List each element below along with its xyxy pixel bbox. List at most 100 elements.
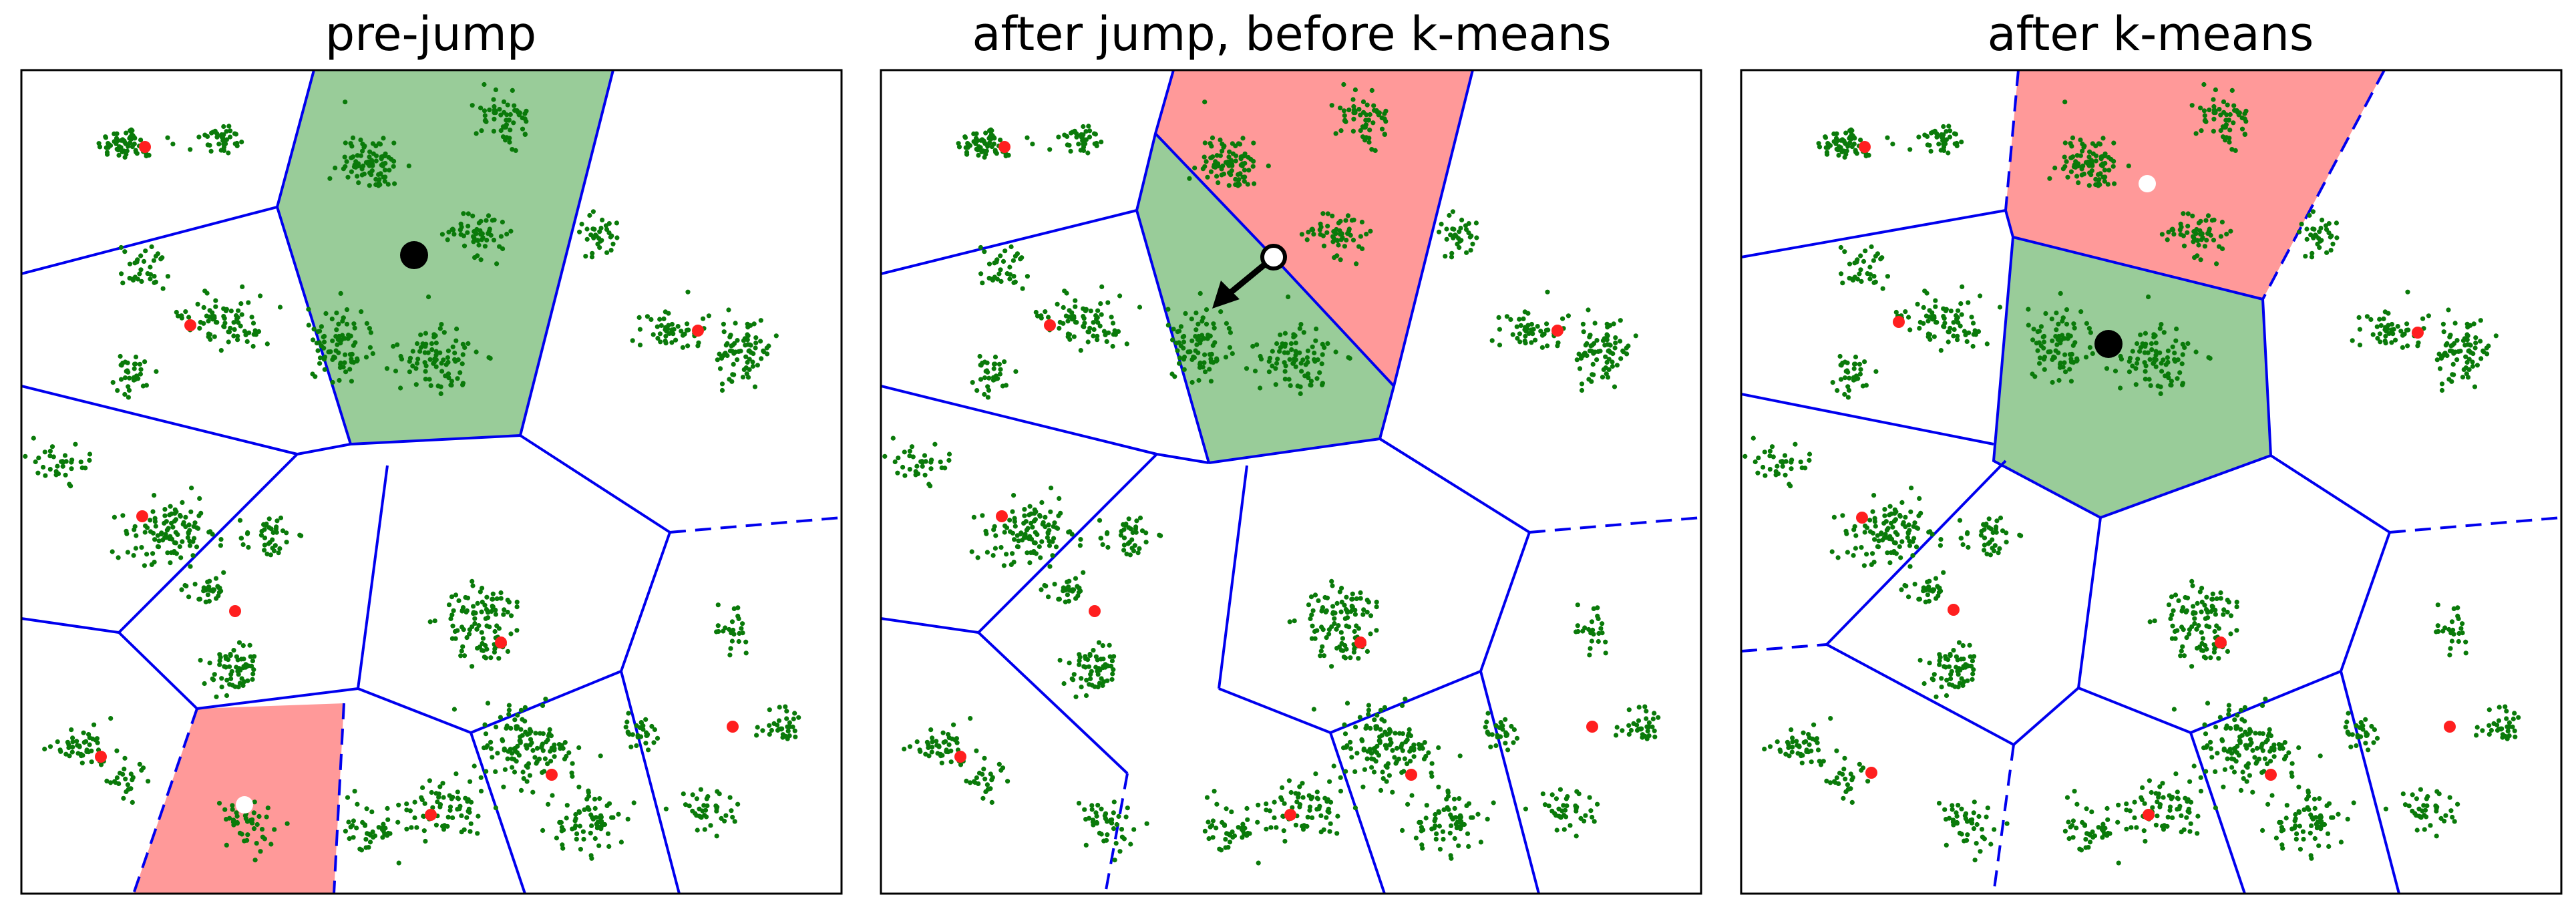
data-point <box>2265 733 2271 739</box>
data-point <box>1002 248 1008 254</box>
data-point <box>450 623 455 628</box>
data-point <box>907 744 913 749</box>
data-point <box>2169 383 2174 388</box>
data-point <box>727 626 732 632</box>
data-point <box>1626 343 1631 349</box>
centroid <box>1284 809 1296 821</box>
data-point <box>694 796 699 801</box>
data-point <box>1047 147 1053 152</box>
data-point <box>234 810 239 815</box>
data-point <box>177 544 182 550</box>
data-point <box>461 233 467 238</box>
data-point <box>1320 341 1325 347</box>
data-point <box>154 369 159 374</box>
data-point <box>1173 341 1179 346</box>
data-point <box>1312 636 1318 641</box>
data-point <box>1314 789 1320 795</box>
data-point <box>125 782 130 787</box>
data-point <box>1125 805 1130 811</box>
data-point <box>382 168 388 173</box>
data-point <box>2383 333 2388 339</box>
data-point <box>484 769 489 774</box>
data-point <box>142 359 148 365</box>
data-point <box>2143 363 2149 369</box>
data-point <box>1228 158 1234 163</box>
data-point <box>2169 227 2175 232</box>
data-point <box>1909 486 1914 491</box>
data-point <box>1354 261 1359 266</box>
data-point <box>1208 169 1214 174</box>
data-point <box>1022 507 1027 512</box>
data-point <box>245 678 250 683</box>
data-point <box>1378 727 1383 732</box>
data-point <box>1374 604 1379 610</box>
data-point <box>1628 727 1634 733</box>
data-point <box>458 653 464 659</box>
data-point <box>36 455 41 461</box>
data-point <box>1057 657 1063 663</box>
data-point <box>2322 821 2328 828</box>
data-point <box>1437 846 1443 852</box>
data-point <box>714 806 719 811</box>
data-point <box>715 357 720 363</box>
data-point <box>760 728 765 733</box>
data-point <box>459 813 464 818</box>
data-point <box>2111 158 2117 164</box>
data-point <box>1278 345 1284 350</box>
data-point <box>219 676 224 681</box>
data-point <box>1815 747 1821 753</box>
data-point <box>1873 253 1878 259</box>
data-point <box>1408 759 1413 764</box>
data-point <box>1069 314 1075 319</box>
data-point <box>2185 341 2191 346</box>
data-point <box>2313 815 2318 820</box>
data-point <box>725 341 730 346</box>
data-point <box>409 825 414 830</box>
data-point <box>1342 602 1347 608</box>
data-point <box>1811 722 1817 727</box>
data-point <box>1038 555 1043 560</box>
data-point <box>2179 608 2185 614</box>
data-point <box>1605 375 1611 380</box>
data-point <box>59 459 64 464</box>
data-point <box>230 819 236 825</box>
data-point <box>2135 341 2140 347</box>
data-point <box>80 753 85 758</box>
data-point <box>2157 350 2163 355</box>
data-point <box>1456 843 1461 848</box>
data-point <box>472 229 477 234</box>
data-point <box>2308 830 2313 836</box>
data-point <box>1753 459 1758 465</box>
data-point <box>716 628 721 634</box>
data-point <box>1610 363 1615 369</box>
data-point <box>1514 735 1520 741</box>
data-point <box>377 142 383 147</box>
data-point <box>370 141 376 146</box>
data-point <box>938 460 943 465</box>
data-point <box>1342 643 1348 649</box>
data-point <box>1840 771 1845 777</box>
data-point <box>1287 357 1292 362</box>
data-point <box>183 514 188 520</box>
data-point <box>134 259 140 264</box>
data-point <box>138 138 144 143</box>
data-point <box>164 519 169 524</box>
data-point <box>1356 244 1362 249</box>
data-point <box>940 730 946 735</box>
data-point <box>486 213 492 218</box>
data-point <box>685 343 691 349</box>
data-point <box>536 756 542 761</box>
data-point <box>616 811 621 817</box>
data-point <box>1282 838 1288 844</box>
data-point <box>118 353 123 359</box>
data-point <box>2434 357 2440 363</box>
panel-after-jump <box>881 70 1701 894</box>
data-point <box>1338 609 1344 614</box>
data-point <box>364 321 370 326</box>
data-point <box>2254 745 2260 751</box>
data-point <box>1338 630 1344 635</box>
data-point <box>1354 596 1359 602</box>
data-point <box>214 596 219 601</box>
data-point <box>1517 317 1522 322</box>
data-point <box>404 807 409 813</box>
